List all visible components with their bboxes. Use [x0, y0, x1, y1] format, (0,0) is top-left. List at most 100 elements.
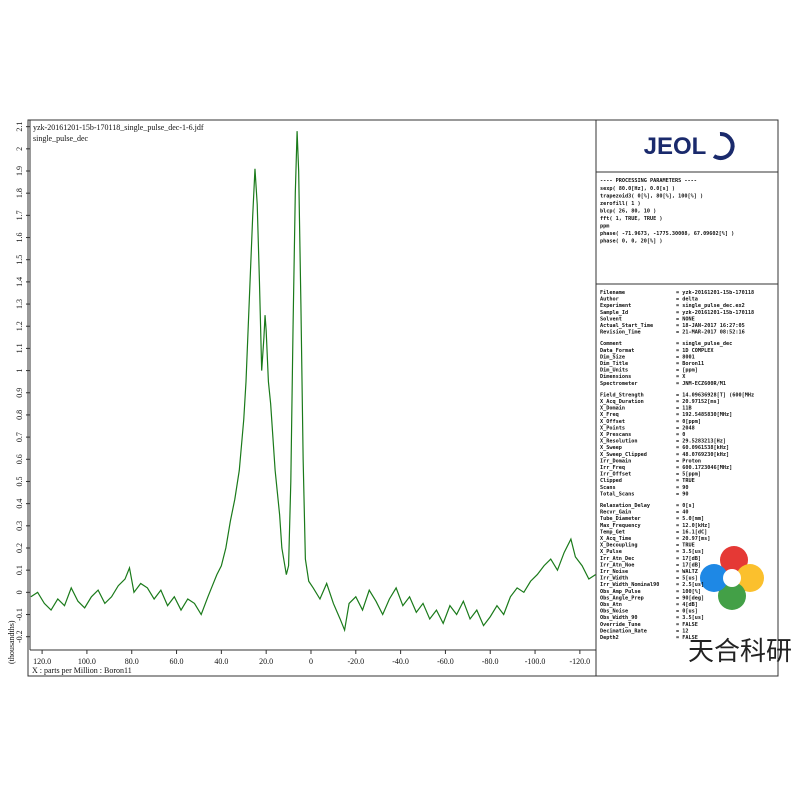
parameter-value: = 2.5[us] [676, 582, 704, 588]
parameter-value: = 11B [676, 406, 692, 412]
y-tick-label: 0.2 [15, 543, 24, 553]
parameter-value: = yzk-20161201-15b-170118 [676, 310, 754, 316]
watermark: 天合科研 [688, 637, 792, 667]
parameter-value: = 20.97152[ms] [676, 399, 720, 405]
y-tick-label: 0.1 [15, 565, 24, 575]
y-tick-label: 1.4 [15, 277, 24, 287]
y-tick-label: 2 [15, 147, 24, 151]
parameter-name: X_Sweep [600, 445, 622, 451]
parameter-value: = 90[deg] [676, 595, 704, 601]
parameter-value: = single_pulse_dec.ex2 [676, 303, 745, 309]
parameter-value: = 3.5[us] [676, 615, 704, 621]
processing-line: phase( -71.9673, -1775.30008, 67.09602[%… [600, 231, 734, 237]
parameter-name: Clipped [600, 478, 622, 484]
parameter-name: X_Acq_Time [600, 536, 631, 542]
parameter-name: Dimensions [600, 374, 631, 380]
processing-line: ppm [600, 224, 609, 230]
processing-line: fft( 1, TRUE, TRUE ) [600, 216, 662, 222]
y-tick-label: 1 [15, 369, 24, 373]
parameter-name: X_Freq [600, 412, 619, 418]
y-tick-label: 1.1 [15, 343, 24, 353]
parameter-name: X_Prescans [600, 432, 631, 438]
frame [27, 119, 779, 677]
parameter-name: Tube_Diameter [600, 516, 641, 522]
parameter-name: X_Pulse [600, 549, 622, 555]
watermark-petal [700, 564, 728, 592]
parameter-name: Obs_Atn [600, 602, 622, 608]
parameter-value: = NONE [676, 316, 695, 322]
parameter-value: = X [676, 374, 686, 380]
parameter-value: = 20.97[ms] [676, 536, 710, 542]
parameter-name: Irr_Atn_Noe [600, 562, 634, 568]
parameter-name: Decimation_Rate [600, 628, 647, 634]
y-axis-label: (thousandths) [7, 620, 16, 664]
x-tick-label: 20.0 [259, 657, 273, 666]
y-tick-label: 0.9 [15, 388, 24, 398]
y-tick-label: 0.7 [15, 432, 24, 442]
parameter-name: X_Points [600, 425, 625, 431]
parameter-value: = single_pulse_dec [676, 341, 732, 347]
parameter-value: = 17[dB] [676, 556, 701, 562]
x-tick-label: -120.0 [570, 657, 591, 666]
x-tick-label: -20.0 [347, 657, 364, 666]
parameter-name: Recvr_Gain [600, 510, 631, 516]
x-tick-label: -40.0 [392, 657, 409, 666]
y-tick-label: 1.7 [15, 210, 24, 220]
parameter-value: = 12.0[kHz] [676, 523, 710, 529]
parameter-value: = 5[us] [676, 576, 698, 582]
y-tick-label: 2.1 [15, 122, 24, 132]
parameter-name: Field_Strength [600, 392, 644, 398]
parameter-value: = 40 [676, 510, 689, 516]
parameter-name: Obs_Noise [600, 609, 628, 615]
y-tick-label: 1.8 [15, 188, 24, 198]
x-tick-label: 80.0 [125, 657, 139, 666]
parameter-value: = 8001 [676, 354, 695, 360]
watermark-center [723, 569, 741, 587]
logo-mark [712, 132, 735, 160]
y-tick-label: -0.1 [15, 608, 24, 621]
parameter-name: Depth2 [600, 635, 619, 641]
parameter-name: Obs_Angle_Prep [600, 595, 644, 601]
parameter-name: Solvent [600, 316, 622, 322]
processing-line: phase( 0, 0, 20[%] ) [600, 239, 662, 245]
parameter-name: Spectrometer [600, 381, 637, 387]
parameter-name: Sample_Id [600, 310, 628, 316]
spectrum-line [30, 131, 596, 633]
parameter-name: X_Resolution [600, 439, 637, 445]
parameter-name: Irr_Offset [600, 472, 631, 478]
parameter-name: Irr_Width_Nominal90 [600, 582, 659, 588]
parameter-value: = delta [676, 297, 698, 303]
parameter-value: = 4[dB] [676, 602, 698, 608]
parameter-value: = 600.1723046[MHz] [676, 465, 732, 471]
parameter-value: = TRUE [676, 543, 695, 549]
chart-title: yzk-20161201-15b-170118_single_pulse_dec… [33, 123, 204, 132]
parameter-name: Total_Scans [600, 491, 634, 497]
x-tick-label: 60.0 [170, 657, 184, 666]
x-tick-label: -60.0 [437, 657, 454, 666]
parameter-name: Irr_Domain [600, 458, 631, 464]
parameter-value: = 48.0769230[kHz] [676, 452, 729, 458]
parameter-value: = 100[%] [676, 589, 701, 595]
parameter-value: = 17[dB] [676, 562, 701, 568]
x-tick-label: 120.0 [33, 657, 51, 666]
parameter-name: X_Offset [600, 419, 625, 425]
parameter-name: Dim_Units [600, 368, 628, 374]
parameter-name: Filename [600, 290, 625, 296]
x-tick-label: 40.0 [214, 657, 228, 666]
parameter-value: = 90 [676, 485, 689, 491]
parameter-name: Author [600, 297, 619, 303]
chart-subtitle: single_pulse_dec [33, 134, 89, 143]
y-tick-label: 0.3 [15, 521, 24, 531]
y-tick-label: 1.9 [15, 166, 24, 176]
x-axis-label: X : parts per Million : Boron11 [32, 666, 132, 675]
parameter-name: Dim_Title [600, 361, 628, 367]
parameter-value: = 0[us] [676, 609, 698, 615]
y-tick-label: 0 [15, 590, 24, 594]
parameter-value: = WALTZ [676, 569, 698, 575]
x-tick-label: -80.0 [482, 657, 499, 666]
x-tick-label: -100.0 [525, 657, 546, 666]
parameter-name: Actual_Start_Time [600, 323, 653, 329]
parameter-name: Temp_Get [600, 529, 625, 535]
parameter-value: = TRUE [676, 478, 695, 484]
